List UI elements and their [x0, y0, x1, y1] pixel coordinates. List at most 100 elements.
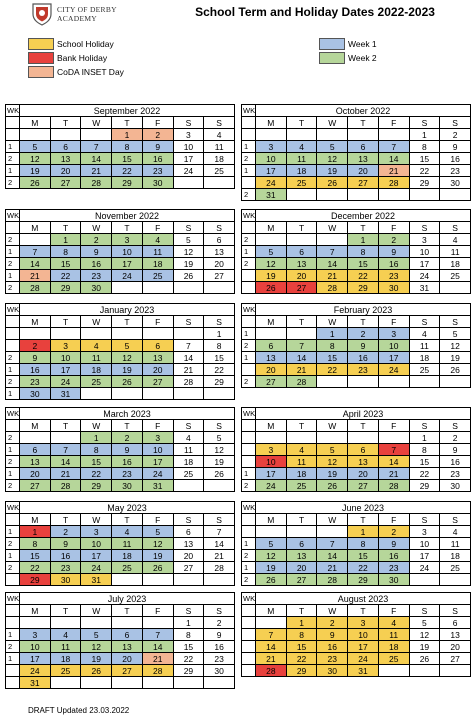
day-cell — [173, 328, 205, 340]
day-header: T — [286, 420, 318, 432]
day-cell: 8 — [409, 444, 441, 456]
day-cell: 30 — [317, 665, 349, 677]
day-cell: 14 — [204, 538, 235, 550]
day-header: M — [20, 605, 51, 617]
week-number — [6, 617, 20, 629]
wk-blank — [242, 420, 256, 432]
day-cell: 11 — [142, 246, 174, 258]
academy-logo: CITY OF DERBY ACADEMY — [31, 2, 151, 28]
day-cell: 15 — [173, 641, 205, 653]
day-cell: 29 — [173, 665, 205, 677]
week-number: 2 — [6, 562, 20, 574]
day-cell: 18 — [286, 165, 318, 177]
day-cell: 28 — [378, 480, 410, 492]
wk-blank — [6, 316, 20, 328]
day-cell — [20, 328, 51, 340]
legend-label: Week 2 — [348, 52, 377, 63]
day-cell: 1 — [204, 328, 235, 340]
wk-header: WK — [242, 408, 256, 420]
day-cell: 23 — [112, 468, 143, 480]
week-number — [6, 677, 20, 689]
day-cell: 7 — [81, 141, 113, 153]
day-cell: 3 — [50, 340, 82, 352]
week-number — [242, 129, 256, 141]
day-header: S — [204, 514, 235, 526]
day-cell: 6 — [348, 444, 379, 456]
wk-header: WK — [6, 105, 20, 117]
day-cell: 18 — [440, 550, 471, 562]
day-cell: 22 — [173, 653, 205, 665]
day-cell: 18 — [142, 258, 174, 270]
day-cell — [204, 480, 235, 492]
day-cell — [50, 432, 82, 444]
day-cell: 30 — [378, 282, 410, 294]
week-number: 1 — [242, 246, 256, 258]
day-cell: 19 — [317, 468, 349, 480]
day-cell: 22 — [409, 165, 441, 177]
day-cell: 7 — [256, 629, 287, 641]
day-cell: 1 — [81, 432, 113, 444]
day-cell: 5 — [204, 432, 235, 444]
week-number: 1 — [6, 270, 20, 282]
day-cell — [317, 129, 349, 141]
day-cell: 13 — [204, 246, 235, 258]
day-cell: 10 — [409, 538, 441, 550]
day-cell: 17 — [112, 258, 143, 270]
day-header: S — [409, 605, 441, 617]
day-cell: 15 — [20, 550, 51, 562]
day-cell: 6 — [142, 340, 174, 352]
legend-label: Bank Holiday — [57, 52, 108, 63]
wk-blank — [6, 117, 20, 129]
day-cell: 14 — [317, 258, 349, 270]
month-table: WK August 2023 M T W T F S S 1 2 3 4 5 6 7 8 9 10 11 12 13 14 1… — [241, 592, 471, 677]
day-cell: 10 — [348, 629, 379, 641]
day-header: F — [378, 222, 410, 234]
day-cell — [256, 328, 287, 340]
day-cell: 2 — [440, 129, 471, 141]
day-cell: 6 — [173, 526, 205, 538]
day-cell: 20 — [440, 641, 471, 653]
day-cell: 4 — [440, 234, 471, 246]
day-header: F — [378, 117, 410, 129]
day-cell: 25 — [286, 480, 318, 492]
week-number: 1 — [6, 468, 20, 480]
day-header: T — [50, 514, 82, 526]
day-cell: 23 — [348, 364, 379, 376]
week-number: 2 — [6, 376, 20, 388]
day-header: M — [20, 117, 51, 129]
day-cell: 23 — [204, 653, 235, 665]
week-number: 2 — [242, 376, 256, 388]
day-cell: 29 — [348, 282, 379, 294]
legend-label: Week 1 — [348, 38, 377, 49]
day-cell — [81, 677, 113, 689]
day-cell: 26 — [317, 177, 349, 189]
legend-item-school-holiday: School Holiday — [28, 37, 124, 50]
day-cell — [286, 189, 318, 201]
day-cell: 8 — [50, 246, 82, 258]
day-cell: 25 — [50, 665, 82, 677]
day-cell: 15 — [112, 153, 143, 165]
day-cell: 19 — [204, 456, 235, 468]
day-cell: 21 — [317, 562, 349, 574]
day-cell: 25 — [286, 177, 318, 189]
day-cell: 3 — [142, 432, 174, 444]
day-cell: 21 — [286, 364, 318, 376]
day-cell: 20 — [204, 258, 235, 270]
day-cell: 17 — [409, 550, 441, 562]
day-header: W — [81, 316, 113, 328]
day-cell: 6 — [50, 141, 82, 153]
day-cell: 13 — [286, 550, 318, 562]
day-header: T — [348, 420, 379, 432]
wk-header: WK — [6, 210, 20, 222]
day-cell: 23 — [440, 468, 471, 480]
day-header: M — [20, 222, 51, 234]
day-cell: 13 — [20, 456, 51, 468]
day-cell: 22 — [348, 270, 379, 282]
week-number — [242, 526, 256, 538]
week-number: 2 — [6, 538, 20, 550]
wk-header: WK — [242, 105, 256, 117]
day-cell — [173, 177, 205, 189]
day-cell: 9 — [378, 538, 410, 550]
day-cell: 15 — [409, 153, 441, 165]
week-number — [242, 282, 256, 294]
